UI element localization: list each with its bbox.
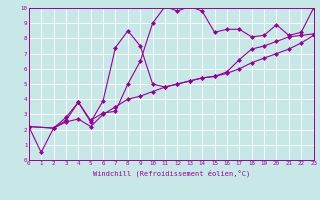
X-axis label: Windchill (Refroidissement éolien,°C): Windchill (Refroidissement éolien,°C) bbox=[92, 169, 250, 177]
